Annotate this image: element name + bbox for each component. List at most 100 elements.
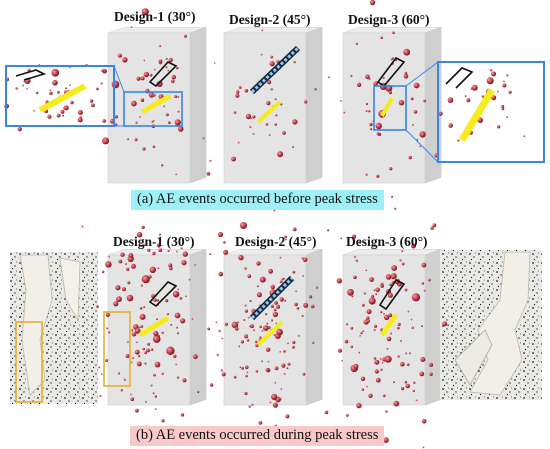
ae-event-dot (248, 405, 251, 408)
dashed-flaw-b2 (249, 275, 295, 321)
ae-event-dot (376, 174, 380, 178)
ae-event-dot (220, 369, 223, 372)
specimen-b2 (223, 248, 323, 406)
ae-event-dot (380, 368, 383, 371)
ae-event-dot (404, 71, 408, 75)
ae-event-dot (312, 341, 315, 344)
ae-event-dot (171, 74, 176, 80)
ae-event-dot (218, 271, 224, 277)
ae-event-dot (397, 284, 401, 287)
ae-event-dot (128, 253, 134, 258)
ae-event-dot (143, 306, 146, 309)
ae-event-dot (350, 74, 353, 77)
ae-event-dot (142, 243, 145, 247)
ae-event-dot (161, 419, 165, 423)
ae-event-dot (102, 137, 110, 145)
specimen-top (342, 27, 442, 34)
ae-event-dot (156, 299, 159, 302)
ae-event-dot (245, 113, 252, 120)
ae-event-dot (310, 304, 315, 309)
ae-event-dot (501, 107, 505, 111)
ae-event-dot (365, 74, 370, 80)
ae-event-dot (122, 287, 126, 292)
ae-event-dot (163, 105, 166, 108)
ae-event-dot (206, 171, 211, 176)
ae-event-dot (134, 138, 138, 142)
ae-event-dot (447, 324, 449, 327)
ae-event-dot (22, 84, 24, 87)
ae-event-dot (287, 342, 289, 345)
zoom-region-a3 (373, 85, 407, 131)
black-flaw-zoom-left (15, 69, 47, 81)
ae-event-dot (373, 324, 378, 328)
ae-event-dot (369, 277, 374, 282)
ae-event-dot (270, 88, 273, 91)
ae-event-dot (101, 270, 105, 274)
ae-event-dot (282, 131, 286, 135)
ae-event-dot (182, 378, 187, 383)
ae-event-dot (408, 155, 412, 160)
ae-event-dot (429, 362, 434, 367)
ae-event-dot (366, 319, 370, 323)
ae-event-dot (233, 111, 237, 114)
ae-event-dot (175, 173, 177, 176)
ae-event-dot (400, 361, 405, 367)
ae-event-dot (136, 361, 142, 367)
ae-event-dot (138, 326, 141, 329)
ae-event-dot (363, 292, 366, 295)
ae-event-dot (401, 250, 404, 252)
ae-event-dot (287, 362, 291, 366)
ae-event-dot (388, 91, 392, 95)
ae-event-dot (303, 302, 309, 308)
ae-event-dot (240, 340, 244, 344)
ae-event-dot (353, 255, 356, 258)
ae-event-dot (235, 327, 239, 331)
ae-event-dot (77, 117, 83, 123)
yellow-flaw-b3 (379, 313, 399, 337)
ae-event-dot (429, 372, 433, 376)
ae-event-dot (382, 394, 386, 398)
ae-event-dot (265, 123, 269, 126)
ae-event-dot (180, 247, 183, 250)
ae-event-dot (259, 336, 262, 339)
ae-event-dot (380, 36, 384, 39)
specimen-top (107, 27, 207, 34)
ae-event-dot (89, 99, 94, 103)
ae-event-dot (143, 59, 145, 62)
ae-event-dot (96, 87, 99, 91)
ae-event-dot (283, 372, 286, 375)
ae-event-dot (277, 151, 284, 158)
ae-event-dot (152, 93, 156, 97)
ae-event-dot (180, 318, 186, 324)
ae-event-dot (247, 316, 250, 319)
ae-event-dot (302, 275, 304, 277)
ae-event-dot (177, 126, 184, 132)
ae-event-dot (351, 295, 354, 298)
ae-event-dot (125, 354, 130, 358)
yellow-flaw-a2 (256, 100, 282, 124)
ae-event-dot (139, 116, 141, 118)
ae-event-dot (489, 69, 493, 72)
ae-event-dot (269, 401, 272, 404)
ae-event-dot (174, 312, 181, 319)
ae-event-dot (345, 414, 349, 417)
ae-events-a1 (85, 8, 205, 176)
ae-event-dot (411, 293, 421, 302)
ae-event-dot (125, 262, 127, 265)
ae-event-dot (241, 366, 245, 370)
ae-event-dot (390, 195, 394, 198)
ae-event-dot (105, 261, 112, 268)
ae-event-dot (269, 61, 275, 67)
ae-event-dot (108, 255, 110, 258)
ae-event-dot (380, 282, 384, 286)
ae-event-dot (91, 103, 95, 108)
ae-event-dot (397, 322, 401, 326)
ae-event-dot (139, 313, 146, 320)
ae-event-dot (250, 117, 253, 120)
black-flaw-b3 (378, 278, 406, 311)
ae-event-dot (365, 269, 368, 272)
ae-event-dot (274, 98, 277, 101)
ae-event-dot (491, 71, 497, 77)
ae-event-dot (373, 81, 379, 86)
ae-event-dot (285, 238, 287, 241)
